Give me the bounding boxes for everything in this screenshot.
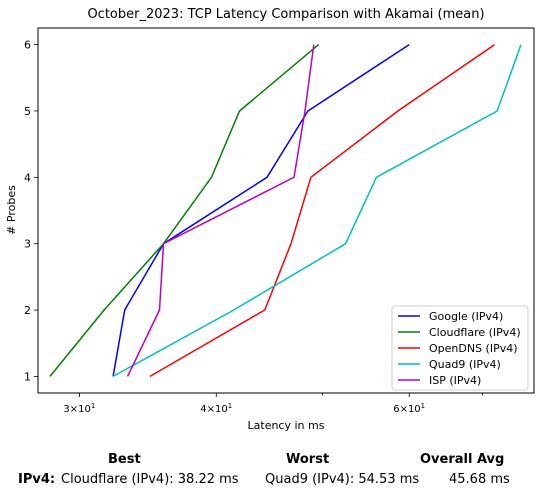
- summary-worst-value: Quad9 (IPv4): 54.53 ms: [265, 472, 420, 487]
- legend-items: Google (IPv4) Cloudflare (IPv4) OpenDNS (I…: [398, 310, 521, 387]
- legend-box: [391, 305, 529, 391]
- summary-avg-header: Overall Avg: [420, 452, 505, 467]
- summary-best-value: Cloudflare (IPv4): 38.22 ms: [61, 472, 239, 487]
- series-line-2: [149, 43, 496, 378]
- legend-label-1: Cloudflare (IPv4): [429, 326, 521, 339]
- series-line-1: [49, 44, 320, 377]
- legend-label-3: Quad9 (IPv4): [429, 358, 501, 371]
- legend-label-0: Google (IPv4): [429, 310, 503, 323]
- summary-worst-header: Worst: [286, 452, 330, 467]
- legend: Google (IPv4) Cloudflare (IPv4) OpenDNS (I…: [391, 305, 529, 391]
- y-tick-label: 6: [24, 39, 31, 52]
- y-tick-label: 4: [24, 171, 31, 184]
- summary-avg-value: 45.68 ms: [449, 472, 510, 487]
- legend-label-4: ISP (IPv4): [429, 374, 481, 387]
- y-tick-label: 2: [24, 304, 31, 317]
- x-tick-label: 4×101: [200, 402, 232, 415]
- series-line-0: [112, 43, 410, 377]
- plot-lines: [49, 43, 522, 378]
- y-tick-label: 5: [24, 105, 31, 118]
- summary-best-header: Best: [108, 452, 141, 467]
- x-tick-label: 3×101: [63, 402, 95, 415]
- y-tick-label: 1: [24, 370, 31, 383]
- y-tick-label: 3: [24, 238, 31, 251]
- x-axis-label: Latency in ms: [248, 419, 325, 432]
- x-tick-label: 6×101: [393, 402, 425, 415]
- legend-label-2: OpenDNS (IPv4): [429, 342, 518, 355]
- series-line-4: [126, 44, 315, 377]
- chart-title: October_2023: TCP Latency Comparison wit…: [87, 7, 484, 22]
- plot-frame: [37, 27, 535, 394]
- axes: 3×101 4×101 6×101 1 2 3 4 5 6: [24, 39, 483, 415]
- y-axis-label: # Probes: [5, 185, 18, 235]
- summary-row-label: IPv4:: [18, 472, 56, 487]
- series-line-3: [112, 44, 522, 378]
